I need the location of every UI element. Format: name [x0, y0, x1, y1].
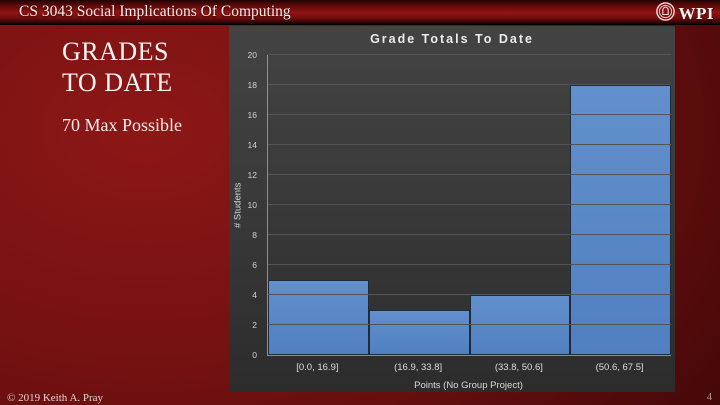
bar: [469, 295, 571, 355]
y-tick-label: 4: [252, 290, 257, 300]
gridline: [268, 174, 671, 175]
gridline: [268, 324, 671, 325]
y-tick-label: 10: [247, 200, 257, 210]
y-axis-ticks: 0 2 4 6 8 10 12 14 16 18 20: [229, 50, 263, 360]
gridline: [268, 264, 671, 265]
bar: [570, 85, 671, 355]
plot-area: [267, 54, 671, 356]
page-number: 4: [706, 392, 712, 403]
chart-panel: Grade Totals To Date # Students 0 2 4 6 8 10 1…: [229, 26, 675, 392]
bar: [268, 280, 369, 355]
gridline: [268, 294, 671, 295]
y-tick-label: 18: [247, 80, 257, 90]
gridline: [268, 114, 671, 115]
wpi-logo-text: WPI: [678, 4, 714, 23]
copyright-text: © 2019 Keith A. Pray: [7, 392, 104, 404]
course-title: CS 3043 Social Implications Of Computing: [19, 3, 291, 20]
gridline: [268, 144, 671, 145]
y-tick-label: 16: [247, 110, 257, 120]
chart-title: Grade Totals To Date: [370, 32, 534, 46]
x-tick-label: [0.0, 16.9]: [296, 362, 339, 373]
slide-title-line2: TO DATE: [62, 68, 173, 97]
gridline: [268, 234, 671, 235]
y-tick-label: 12: [247, 170, 257, 180]
y-tick-label: 14: [247, 140, 257, 150]
y-tick-label: 0: [252, 350, 257, 360]
y-tick-label: 20: [247, 50, 257, 60]
y-tick-label: 2: [252, 320, 257, 330]
wpi-logo: WPI: [655, 2, 715, 26]
slide-subtitle: 70 Max Possible: [62, 115, 183, 135]
x-tick-label: (50.6, 67.5]: [595, 362, 644, 373]
gridline: [268, 204, 671, 205]
x-tick-label: (16.9, 33.8]: [394, 362, 443, 373]
slide-title-line1: GRADES: [62, 37, 170, 66]
header-bar: CS 3043 Social Implications Of Computing…: [0, 0, 720, 25]
slide-title: GRADES TO DATE: [62, 36, 182, 98]
gridline: [268, 54, 671, 55]
y-tick-label: 8: [252, 230, 257, 240]
y-tick-label: 6: [252, 260, 257, 270]
x-axis-title: Points (No Group Project): [414, 380, 523, 391]
bars-container: [268, 55, 671, 355]
gridline: [268, 84, 671, 85]
x-tick-label: (33.8, 50.6]: [494, 362, 543, 373]
x-axis-labels: [0.0, 16.9] (16.9, 33.8] (33.8, 50.6] (50.6…: [267, 362, 670, 373]
wpi-seal-icon: [655, 2, 675, 26]
bar: [368, 310, 470, 355]
slide-text-block: GRADES TO DATE 70 Max Possible: [62, 36, 182, 136]
